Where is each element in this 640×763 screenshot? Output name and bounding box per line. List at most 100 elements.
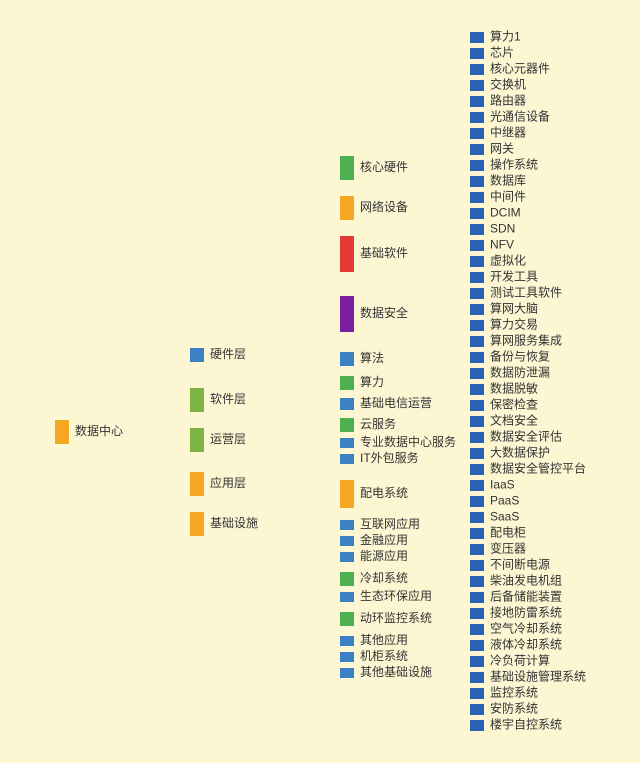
leaf-17-label: 算网大脑 — [490, 301, 538, 316]
leaf-27-rect — [470, 464, 484, 475]
l3-netapp-rect — [340, 520, 354, 530]
l3-corehw-rect — [340, 156, 354, 180]
sankey-link — [354, 268, 470, 299]
l3-otherapp-label: 其他应用 — [360, 632, 408, 647]
l2-ops-label: 运营层 — [210, 432, 246, 446]
l3-neteq-label: 网络设备 — [360, 199, 408, 214]
l2-app-label: 应用层 — [210, 475, 246, 490]
l3-itout-label: IT外包服务 — [360, 450, 419, 465]
sankey-link — [204, 236, 340, 398]
leaf-38-rect — [470, 640, 484, 651]
leaf-34-label: 柴油发电机组 — [490, 573, 562, 588]
leaf-15-rect — [470, 272, 484, 283]
sankey-link — [354, 48, 470, 172]
l3-prodc-rect — [340, 438, 354, 448]
leaf-2-label: 核心元器件 — [490, 62, 550, 76]
sankey-link — [69, 434, 190, 496]
leaf-34-rect — [470, 576, 484, 587]
leaf-9-rect — [470, 176, 484, 187]
leaf-32-label: 变压器 — [490, 541, 526, 556]
sankey-link — [204, 486, 340, 602]
leaf-40-label: 基础设施管理系统 — [490, 669, 586, 684]
l3-finapp-label: 金融应用 — [360, 532, 408, 547]
leaf-11-label: DCIM — [490, 206, 521, 220]
leaf-17-rect — [470, 304, 484, 315]
l3-finapp-rect — [340, 536, 354, 546]
l3-cloud-rect — [340, 418, 354, 432]
leaf-31-rect — [470, 528, 484, 539]
leaf-6-label: 中继器 — [490, 125, 526, 140]
leaf-24-label: 文档安全 — [490, 413, 538, 428]
l3-corehw-label: 核心硬件 — [360, 160, 408, 174]
leaf-25-label: 数据安全评估 — [490, 429, 562, 444]
leaf-1-label: 芯片 — [490, 46, 514, 60]
leaf-14-label: 虚拟化 — [490, 254, 526, 268]
sankey-link — [69, 439, 190, 536]
leaf-10-rect — [470, 192, 484, 203]
leaf-8-label: 操作系统 — [490, 157, 538, 172]
l3-algo-rect — [340, 352, 354, 366]
l2-app-rect — [190, 472, 204, 496]
leaf-26-label: 大数据保护 — [490, 445, 550, 460]
leaf-20-label: 备份与恢复 — [490, 350, 550, 364]
leaf-23-rect — [470, 400, 484, 411]
leaf-10-label: 中间件 — [490, 189, 526, 204]
leaf-39-label: 冷负荷计算 — [490, 653, 550, 668]
sankey-link — [354, 80, 470, 201]
leaf-2-rect — [470, 64, 484, 75]
l3-compute-label: 算力 — [360, 374, 384, 389]
leaf-15-label: 开发工具 — [490, 269, 538, 284]
leaf-19-rect — [470, 336, 484, 347]
l2-ops-rect — [190, 428, 204, 452]
l3-cabinet-rect — [340, 652, 354, 662]
l3-otherinf-label: 其他基础设施 — [360, 665, 432, 679]
leaf-41-rect — [470, 688, 484, 699]
leaf-30-label: SaaS — [490, 510, 519, 524]
leaf-18-rect — [470, 320, 484, 331]
l2-infra-rect — [190, 512, 204, 536]
l3-itout-rect — [340, 454, 354, 464]
sankey-link — [204, 156, 340, 355]
sankey-link — [204, 448, 340, 464]
sankey-link — [354, 96, 470, 206]
l2-sw-rect — [190, 388, 204, 412]
leaf-40-rect — [470, 672, 484, 683]
leaf-24-rect — [470, 416, 484, 427]
leaf-36-rect — [470, 608, 484, 619]
leaf-16-rect — [470, 288, 484, 299]
leaf-28-rect — [470, 480, 484, 491]
l3-datasec-label: 数据安全 — [360, 305, 408, 320]
leaf-11-rect — [470, 208, 484, 219]
leaf-41-label: 监控系统 — [490, 686, 538, 700]
leaf-3-label: 交换机 — [490, 77, 526, 92]
sankey-link — [204, 525, 340, 626]
sankey-link — [69, 388, 190, 428]
leaf-12-rect — [470, 224, 484, 235]
leaf-31-label: 配电柜 — [490, 526, 526, 540]
leaf-0-rect — [470, 32, 484, 43]
leaf-16-label: 测试工具软件 — [490, 285, 562, 300]
l3-telecom-rect — [340, 398, 354, 410]
sankey-link — [354, 32, 470, 164]
root-node-label: 数据中心 — [75, 423, 123, 438]
leaf-7-rect — [470, 144, 484, 155]
leaf-32-rect — [470, 544, 484, 555]
leaf-38-label: 液体冷却系统 — [490, 637, 562, 652]
l2-hw-label: 硬件层 — [210, 347, 246, 361]
l3-cooling-label: 冷却系统 — [360, 571, 408, 585]
l2-hw-rect — [190, 348, 204, 362]
l3-netapp-label: 互联网应用 — [360, 516, 420, 531]
leaf-37-label: 空气冷却系统 — [490, 621, 562, 636]
sankey-link — [204, 196, 340, 362]
l3-monitor-label: 动环监控系统 — [360, 611, 432, 625]
leaf-21-rect — [470, 368, 484, 379]
leaf-22-rect — [470, 384, 484, 395]
l3-otherinf-rect — [340, 668, 354, 678]
l3-compute-rect — [340, 376, 354, 390]
leaf-29-rect — [470, 496, 484, 507]
leaf-13-label: NFV — [490, 238, 514, 252]
l3-power-label: 配电系统 — [360, 486, 408, 500]
l3-eco-rect — [340, 592, 354, 602]
leaf-3-rect — [470, 80, 484, 91]
leaf-5-rect — [470, 112, 484, 123]
